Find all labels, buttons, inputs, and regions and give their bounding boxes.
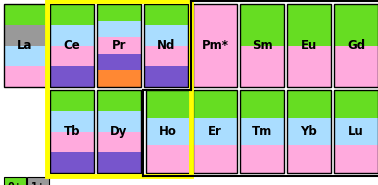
Text: 0+: 0+ [8,182,22,185]
Text: Eu: Eu [301,39,317,52]
Bar [193,4,237,87]
Bar [97,70,141,87]
Text: Lu: Lu [348,125,364,138]
Bar [193,90,237,118]
Bar [4,4,46,87]
Bar [334,145,378,173]
Bar [50,66,94,87]
Bar [144,46,188,66]
Text: Yb: Yb [301,125,318,138]
Text: Tm: Tm [252,125,272,138]
Bar [334,90,378,118]
Bar [97,4,141,87]
Bar [4,177,26,185]
Text: Er: Er [208,125,222,138]
Bar [50,25,94,46]
Bar [240,90,284,173]
Bar [146,118,190,145]
Bar [50,4,94,25]
Bar [97,111,141,132]
Bar [240,46,284,87]
Bar [50,4,94,87]
Bar [50,46,94,66]
Bar [287,90,331,118]
Bar [334,118,378,145]
Text: Ho: Ho [159,125,177,138]
Bar [146,90,190,118]
Bar [50,90,94,173]
Bar [50,111,94,132]
Bar [287,90,331,173]
Bar [334,90,378,173]
Bar [50,152,94,173]
Bar [240,145,284,173]
Bar [144,4,188,87]
Bar [334,4,378,87]
Bar [144,4,188,25]
Bar [287,118,331,145]
Text: Dy: Dy [110,125,128,138]
Bar [240,118,284,145]
Bar [334,46,378,87]
Text: Gd: Gd [347,39,365,52]
Bar [4,66,46,87]
Bar [193,90,237,173]
Bar [287,4,331,87]
Text: 1+: 1+ [31,182,45,185]
Text: Pm*: Pm* [201,39,228,52]
Bar [27,177,49,185]
Bar [4,25,46,46]
Bar [240,4,284,87]
Bar [193,118,237,145]
Text: Tb: Tb [64,125,80,138]
Bar [97,37,141,54]
Bar [287,145,331,173]
Bar [97,132,141,152]
Bar [334,4,378,46]
Bar [146,145,190,173]
Text: La: La [17,39,33,52]
Bar [144,66,188,87]
Bar [97,4,141,21]
Bar [193,145,237,173]
Bar [50,132,94,152]
Bar [97,90,141,173]
Bar [97,152,141,173]
Bar [193,4,237,87]
Bar [4,46,46,66]
Bar [97,54,141,70]
Bar [287,4,331,46]
Bar [97,90,141,111]
Text: Sm: Sm [252,39,272,52]
Bar [97,21,141,37]
Bar [4,4,46,25]
Bar [287,46,331,87]
Bar [240,4,284,46]
Bar [47,1,191,176]
Text: Pr: Pr [112,39,126,52]
Text: Ce: Ce [64,39,81,52]
Bar [50,90,94,111]
Bar [240,90,284,118]
Text: Nd: Nd [157,39,175,52]
Bar [144,25,188,46]
Bar [146,90,190,173]
